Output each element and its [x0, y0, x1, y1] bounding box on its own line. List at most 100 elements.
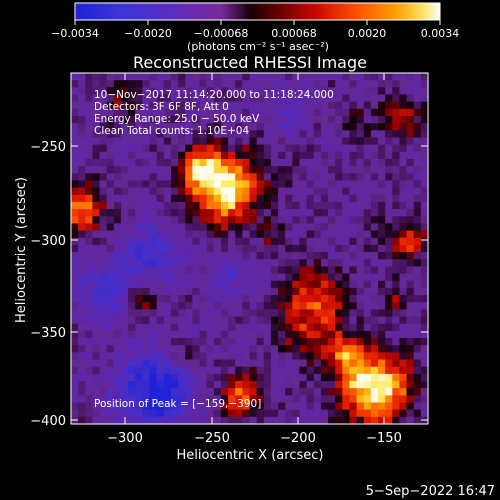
- image-pixel: [420, 144, 429, 153]
- image-pixel: [256, 366, 265, 375]
- image-pixel: [106, 244, 115, 253]
- image-pixel: [320, 115, 329, 124]
- image-pixel: [356, 166, 365, 174]
- image-pixel: [71, 223, 79, 231]
- image-pixel: [263, 144, 272, 153]
- image-pixel: [170, 94, 179, 103]
- image-pixel: [349, 216, 357, 224]
- image-pixel: [220, 273, 229, 282]
- image-pixel: [299, 295, 308, 303]
- image-pixel: [349, 94, 357, 103]
- image-pixel: [92, 151, 100, 160]
- image-pixel: [128, 388, 136, 396]
- image-pixel: [149, 108, 158, 117]
- colorbar-tick-label: −0.0020: [124, 27, 172, 40]
- image-pixel: [278, 108, 286, 117]
- image-pixel: [142, 151, 150, 160]
- image-pixel: [328, 259, 336, 267]
- image-pixel: [256, 302, 265, 310]
- image-pixel: [128, 137, 136, 146]
- image-pixel: [85, 87, 93, 95]
- image-pixel: [170, 115, 179, 124]
- image-pixel: [285, 352, 293, 360]
- image-pixel: [185, 194, 193, 203]
- image-pixel: [163, 80, 172, 88]
- image-pixel: [413, 137, 422, 146]
- image-pixel: [220, 402, 229, 411]
- image-pixel: [242, 108, 250, 117]
- image-pixel: [242, 151, 250, 160]
- image-pixel: [263, 295, 272, 303]
- image-pixel: [399, 366, 407, 375]
- image-pixel: [128, 416, 136, 425]
- observation-info: 10−Nov−2017 11:14:20.000 to 11:18:24.000…: [94, 89, 334, 137]
- image-pixel: [263, 209, 272, 217]
- image-pixel: [142, 123, 150, 131]
- image-pixel: [163, 101, 172, 110]
- image-pixel: [163, 194, 172, 203]
- image-pixel: [242, 338, 250, 346]
- image-pixel: [71, 180, 79, 189]
- image-pixel: [363, 352, 372, 360]
- plot-title: Reconstructed RHESSI Image: [133, 53, 367, 72]
- image-pixel: [420, 287, 429, 296]
- image-pixel: [392, 201, 400, 210]
- image-pixel: [235, 158, 243, 167]
- image-pixel: [320, 280, 329, 289]
- image-pixel: [142, 273, 150, 282]
- image-pixel: [106, 158, 115, 167]
- image-pixel: [285, 237, 293, 246]
- image-pixel: [278, 381, 286, 389]
- image-pixel: [406, 209, 415, 217]
- image-pixel: [120, 94, 129, 103]
- image-pixel: [399, 101, 407, 110]
- image-pixel: [320, 151, 329, 160]
- image-pixel: [320, 94, 329, 103]
- image-pixel: [342, 237, 350, 246]
- image-pixel: [235, 80, 243, 88]
- image-pixel: [292, 409, 300, 418]
- image-pixel: [163, 309, 172, 317]
- image-pixel: [249, 244, 258, 253]
- image-pixel: [106, 108, 115, 117]
- image-pixel: [128, 166, 136, 174]
- image-pixel: [78, 402, 86, 411]
- image-pixel: [349, 252, 357, 260]
- image-pixel: [378, 302, 386, 310]
- image-pixel: [170, 416, 179, 425]
- image-pixel: [242, 295, 250, 303]
- image-pixel: [385, 302, 393, 310]
- image-pixel: [406, 201, 415, 210]
- image-pixel: [106, 130, 115, 138]
- image-pixel: [128, 151, 136, 160]
- image-pixel: [385, 230, 393, 239]
- image-pixel: [313, 402, 322, 411]
- image-pixel: [142, 101, 150, 110]
- image-pixel: [142, 338, 150, 346]
- image-pixel: [278, 158, 286, 167]
- image-pixel: [71, 237, 79, 246]
- image-pixel: [349, 223, 357, 231]
- image-pixel: [178, 244, 186, 253]
- image-pixel: [306, 187, 315, 196]
- image-pixel: [399, 316, 407, 325]
- image-pixel: [163, 280, 172, 289]
- image-pixel: [156, 402, 165, 411]
- image-pixel: [71, 80, 79, 88]
- image-pixel: [263, 80, 272, 88]
- image-pixel: [278, 151, 286, 160]
- image-pixel: [420, 316, 429, 325]
- image-pixel: [335, 158, 343, 167]
- image-pixel: [199, 323, 208, 332]
- image-pixel: [135, 309, 143, 317]
- image-pixel: [120, 230, 129, 239]
- image-pixel: [320, 402, 329, 411]
- image-pixel: [306, 166, 315, 174]
- image-pixel: [370, 87, 379, 95]
- image-pixel: [306, 80, 315, 88]
- image-pixel: [420, 223, 429, 231]
- image-pixel: [199, 80, 208, 88]
- image-pixel: [128, 87, 136, 95]
- image-pixel: [99, 402, 108, 411]
- image-pixel: [299, 87, 308, 95]
